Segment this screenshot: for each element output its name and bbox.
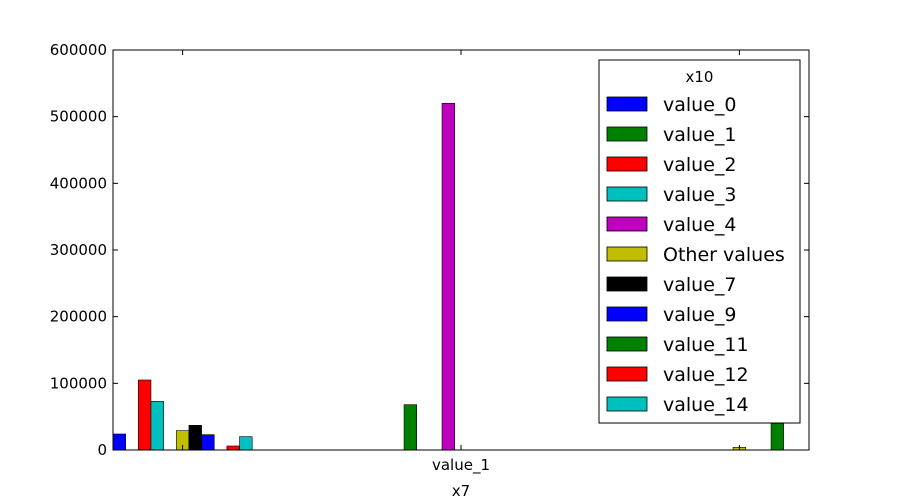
legend-swatch [606, 276, 648, 292]
y-tick-label: 0 [97, 441, 107, 459]
legend-label: value_0 [663, 94, 737, 116]
bar-value_2-0 [138, 379, 152, 451]
legend-swatch [606, 306, 648, 322]
legend-label: value_1 [663, 124, 737, 146]
bar-value_4-1 [441, 103, 455, 451]
legend-swatch [606, 96, 648, 112]
legend-swatch [606, 336, 648, 352]
bar-value_12-0 [226, 445, 240, 451]
y-tick-label: 500000 [50, 108, 107, 126]
legend-label: value_14 [663, 394, 749, 416]
legend-swatch [606, 186, 648, 202]
x-tick-label: value_1 [432, 456, 490, 475]
legend-swatch [606, 156, 648, 172]
legend-label: value_9 [663, 304, 737, 326]
bar-value_7-0 [188, 425, 202, 451]
legend-label: value_3 [663, 184, 737, 206]
y-tick-label: 400000 [50, 174, 107, 192]
legend-title: x10 [686, 68, 714, 86]
legend-label: value_12 [663, 364, 749, 386]
y-tick-label: 300000 [50, 241, 107, 259]
bar-value_3-0 [150, 401, 164, 451]
bars-layer [112, 103, 784, 451]
legend-swatch [606, 126, 648, 142]
ticks-layer: 0 100000 200000 300000 400000 500000 600000 val… [50, 41, 809, 475]
y-tick-label: 600000 [50, 41, 107, 59]
bar-value_0-0 [112, 433, 126, 451]
bar-value_9-0 [201, 434, 215, 451]
legend-swatch [606, 246, 648, 262]
legend-label: value_4 [663, 214, 737, 236]
legend-label: value_2 [663, 154, 737, 176]
legend-label: value_7 [663, 274, 737, 296]
bar-value_11-2 [770, 423, 784, 451]
bar-value_1-1 [403, 404, 417, 451]
legend-label: value_11 [663, 334, 749, 356]
legend-label: Other values [663, 244, 785, 266]
legend-swatch [606, 366, 648, 382]
y-tick-label: 200000 [50, 308, 107, 326]
y-tick-label: 100000 [50, 374, 107, 392]
bar-value_14-0 [239, 436, 253, 451]
legend-frame [598, 59, 801, 424]
legend-swatch [606, 216, 648, 232]
legend: x10 value_0 value_1 value_2 value_3 value_4 Ot… [598, 59, 801, 424]
x-axis-label: x7 [452, 482, 470, 500]
legend-swatch [606, 396, 648, 412]
